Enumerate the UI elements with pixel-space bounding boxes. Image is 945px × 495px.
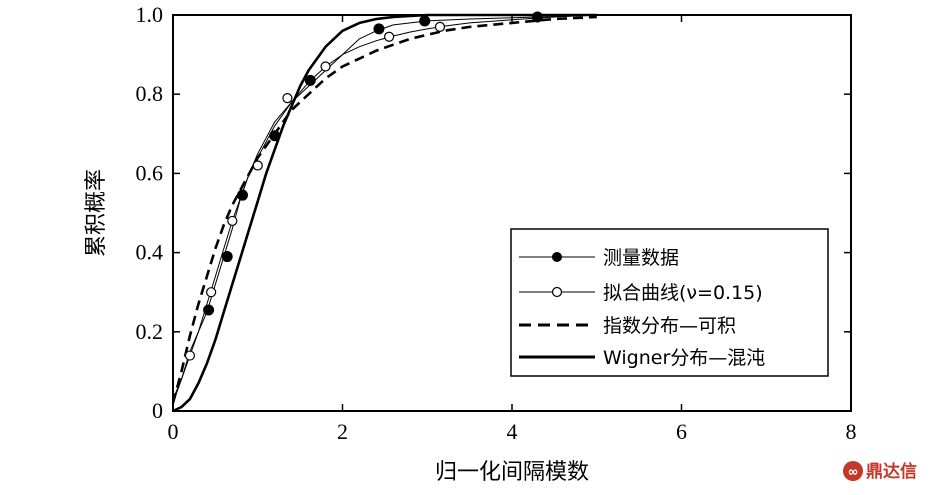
legend: 测量数据 拟合曲线(ν=0.15) 指数分布—可积 Wigner分布—混沌 xyxy=(510,228,829,377)
legend-label-fit: 拟合曲线(ν=0.15) xyxy=(603,282,763,304)
x-tick-label: 4 xyxy=(507,419,518,444)
fit-curve-point xyxy=(227,215,238,227)
legend-label-measured: 测量数据 xyxy=(603,247,679,269)
measured-data-point xyxy=(419,15,431,27)
fit-curve-point xyxy=(384,31,395,42)
x-axis-label: 归一化间隔模数 xyxy=(435,460,589,485)
legend-entry-exponential: 指数分布—可积 xyxy=(519,315,736,337)
measured-data-point xyxy=(531,11,543,23)
x-tick-label: 2 xyxy=(337,419,348,444)
series-line-2 xyxy=(171,15,597,404)
axis-ticks: 0 2 4 6 8 0 0.2 0.4 0.6 0.8 1.0 xyxy=(136,2,857,444)
fit-curve-point xyxy=(206,287,217,298)
y-tick-label: 0.8 xyxy=(136,81,164,106)
legend-label-wigner: Wigner分布—混沌 xyxy=(603,347,765,369)
measured-data-point xyxy=(373,23,385,35)
measured-data-point xyxy=(269,130,281,142)
fit-curve-point xyxy=(320,61,331,72)
fit-curve-point xyxy=(282,93,293,104)
y-axis-label: 累积概率 xyxy=(84,169,109,257)
legend-entry-fit: 拟合曲线(ν=0.15) xyxy=(519,282,763,304)
measured-data-point xyxy=(221,251,233,263)
y-tick-label: 0.4 xyxy=(136,240,164,265)
fit-curve-point xyxy=(434,21,446,32)
measured-data-point xyxy=(304,74,316,86)
legend-filled-marker xyxy=(552,252,562,262)
x-tick-label: 6 xyxy=(676,419,687,444)
measured-data-point xyxy=(236,189,248,201)
measured-data-point xyxy=(203,304,215,316)
y-tick-label: 0.2 xyxy=(136,319,164,344)
x-tick-label: 8 xyxy=(846,419,857,444)
y-tick-label: 0 xyxy=(152,398,163,423)
x-tick-label: 0 xyxy=(168,419,179,444)
watermark-logo: ∞ 鼎达信 xyxy=(843,461,917,482)
y-tick-label: 0.6 xyxy=(136,160,164,185)
legend-entry-measured: 测量数据 xyxy=(519,247,679,269)
legend-open-marker xyxy=(551,286,563,298)
y-tick-label: 1.0 xyxy=(136,2,164,27)
fit-curve-point xyxy=(252,160,263,171)
legend-entry-wigner: Wigner分布—混沌 xyxy=(519,347,765,369)
legend-box xyxy=(510,228,829,377)
fit-curve-point xyxy=(184,350,196,361)
series-layer xyxy=(171,11,597,413)
legend-label-exponential: 指数分布—可积 xyxy=(603,315,736,337)
watermark-text: 鼎达信 xyxy=(866,461,917,482)
svg-text:∞: ∞ xyxy=(848,465,859,480)
watermark-badge-icon xyxy=(843,461,863,481)
